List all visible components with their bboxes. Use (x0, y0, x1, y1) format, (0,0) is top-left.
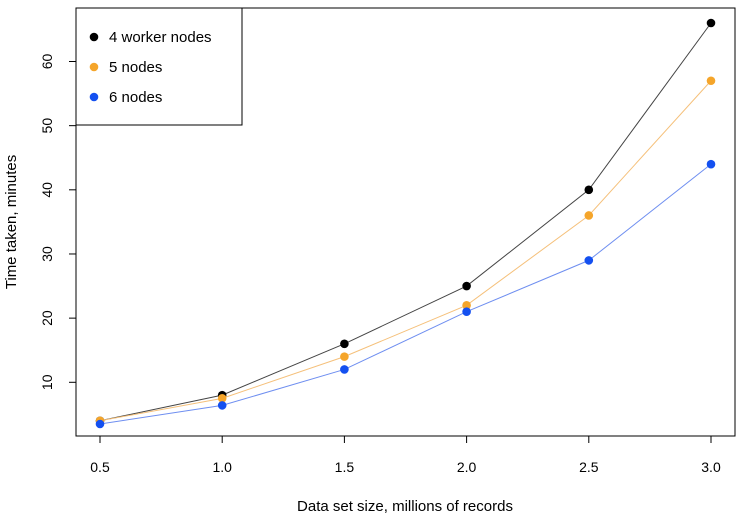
y-axis-title: Time taken, minutes (3, 155, 20, 290)
data-point (340, 352, 349, 361)
x-tick-label: 2.0 (457, 459, 477, 475)
legend-marker (89, 32, 99, 42)
data-point (584, 185, 594, 195)
y-tick-label: 10 (39, 374, 55, 390)
data-point (462, 281, 471, 291)
legend-item: 4 worker nodes (89, 29, 212, 46)
y-tick-label: 30 (39, 246, 55, 262)
legend-box (75, 7, 243, 126)
y-tick-label: 40 (39, 182, 55, 198)
data-point (706, 159, 716, 169)
data-point (706, 76, 716, 86)
data-point (706, 18, 716, 28)
y-tick-label: 60 (39, 53, 55, 69)
x-tick-label: 3.0 (701, 459, 721, 475)
x-tick-label: 1.0 (212, 459, 232, 475)
x-tick-label: 1.5 (335, 459, 355, 475)
legend-label: 5 nodes (109, 59, 162, 76)
data-point (340, 339, 349, 349)
x-axis: 0.5 1.0 1.5 2.0 2.5 3.0 (90, 435, 721, 475)
y-tick-label: 50 (39, 118, 55, 134)
legend-label: 4 worker nodes (109, 29, 212, 46)
series-line (99, 163, 712, 425)
series-line (99, 80, 712, 422)
legend-marker (89, 62, 99, 72)
series-layer (95, 18, 716, 429)
data-point (584, 256, 594, 265)
legend-item: 6 nodes (89, 89, 162, 106)
data-point (584, 211, 594, 220)
data-point (95, 419, 105, 429)
x-tick-label: 0.5 (90, 459, 110, 475)
series-line (99, 22, 712, 422)
legend-label: 6 nodes (109, 89, 162, 106)
data-point (217, 394, 227, 403)
x-axis-title: Data set size, millions of records (297, 498, 513, 515)
x-tick-label: 2.5 (579, 459, 599, 475)
legend-item: 5 nodes (89, 59, 162, 76)
data-point (462, 301, 471, 310)
data-point (217, 401, 227, 410)
legend: 4 worker nodes 5 nodes 6 nodes (75, 7, 243, 126)
series-2 (95, 76, 716, 426)
y-axis: 10 20 30 40 50 60 (39, 53, 77, 390)
legend-marker (89, 92, 99, 102)
data-point (462, 307, 471, 317)
series-3 (95, 159, 716, 429)
data-point (340, 365, 349, 374)
y-tick-label: 20 (39, 310, 55, 326)
